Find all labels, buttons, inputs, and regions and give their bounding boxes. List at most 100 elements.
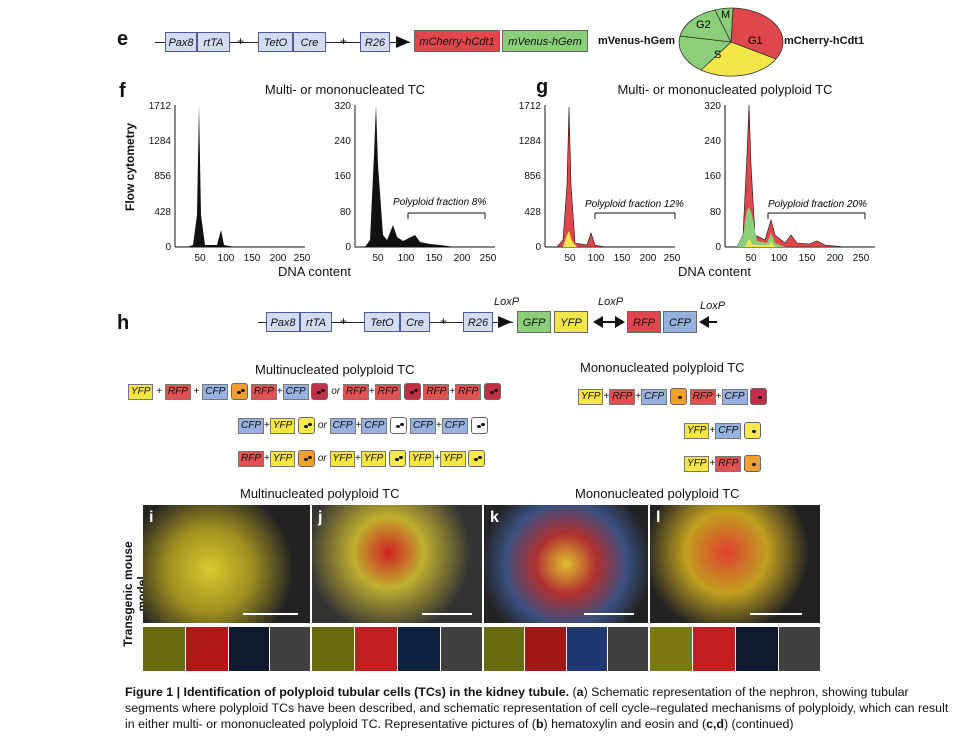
tick-label: 100 xyxy=(588,253,605,264)
tick-label: 240 xyxy=(334,136,351,147)
plus-sign: + xyxy=(340,314,348,328)
yfp-chip: YFP xyxy=(360,451,387,468)
tick-label: 0 xyxy=(715,242,721,253)
tick-label: 1712 xyxy=(149,101,172,112)
gfp-box: GFP xyxy=(517,311,551,333)
tick-label: 1284 xyxy=(149,136,172,147)
arrow-left-icon xyxy=(699,316,717,328)
tick-label: 50 xyxy=(372,253,384,264)
cell-icon xyxy=(298,417,316,434)
tick-label: 200 xyxy=(827,253,844,264)
cell-icon xyxy=(389,450,407,467)
combo-row: CFP + YFP or CFP + CFP CFP + CFP xyxy=(238,417,488,435)
rfp-chip: RFP xyxy=(250,384,277,401)
cfp-box: CFP xyxy=(663,311,697,333)
cfp-chip: CFP xyxy=(238,418,264,435)
panel-f-xlabel: DNA content xyxy=(278,264,351,279)
cell-icon xyxy=(298,450,316,467)
tick-label: 160 xyxy=(334,171,351,182)
chart-g-left: 1712 1284 856 428 0 50 100 150 200 250 P… xyxy=(519,101,684,264)
tick-label: 250 xyxy=(664,253,681,264)
panel-g-title: Multi- or mononucleated polyploid TC xyxy=(617,82,833,97)
fraction-label-f: Polyploid fraction 8% xyxy=(393,197,486,208)
cfp-chip: CFP xyxy=(441,418,468,435)
yfp-box: YFP xyxy=(554,311,588,333)
cell-icon xyxy=(390,417,408,434)
pie-g2: G2 xyxy=(696,19,711,31)
pie-m: M xyxy=(721,9,730,21)
tick-label: 428 xyxy=(524,207,541,218)
loxp-label: LoxP xyxy=(700,300,726,312)
double-arrow-icon xyxy=(593,316,625,328)
scale-bar xyxy=(750,613,802,615)
tick-label: 0 xyxy=(165,242,171,253)
panel-letter-h: h xyxy=(117,312,130,334)
loxp-label: LoxP xyxy=(494,296,520,308)
tick-label: 50 xyxy=(745,253,757,264)
cell-icon xyxy=(669,388,687,405)
yfp-chip: YFP xyxy=(329,451,355,468)
mononucleated-title: Mononucleated polyploid TC xyxy=(580,360,745,375)
tick-label: 1712 xyxy=(519,101,542,112)
cell-icon xyxy=(744,455,762,472)
channel-dapi xyxy=(779,627,820,671)
chart-f-left: 1712 1284 856 428 0 50 100 150 200 250 xyxy=(149,101,311,264)
channel-yfp xyxy=(143,627,185,671)
gene-box-teto: TetO xyxy=(258,32,293,52)
tick-label: 100 xyxy=(218,253,235,264)
rfp-chip: RFP xyxy=(374,384,401,401)
channel-rfp xyxy=(693,627,735,671)
tick-label: 80 xyxy=(710,207,722,218)
yfp-chip: YFP xyxy=(440,451,466,468)
combo-row: YFP + RFP xyxy=(684,455,762,473)
cell-icon xyxy=(468,450,486,467)
tick-label: 320 xyxy=(704,101,721,112)
rfp-chip: RFP xyxy=(423,384,450,401)
gene-box-rtta: rtTA xyxy=(300,312,332,332)
cell-icon xyxy=(311,383,329,400)
channel-rfp xyxy=(355,627,397,671)
channel-rfp xyxy=(186,627,228,671)
tick-label: 150 xyxy=(614,253,631,264)
tick-label: 50 xyxy=(564,253,576,264)
tick-label: 0 xyxy=(535,242,541,253)
channel-dapi xyxy=(608,627,648,671)
tick-label: 240 xyxy=(704,136,721,147)
tick-label: 856 xyxy=(524,171,541,182)
micrograph-i: i xyxy=(143,505,310,623)
yfp-chip: YFP xyxy=(578,389,604,406)
yfp-chip: YFP xyxy=(128,384,154,401)
tick-label: 856 xyxy=(154,171,171,182)
tick-label: 100 xyxy=(771,253,788,264)
loxp-label: LoxP xyxy=(598,296,624,308)
combo-row: YFP + RFP + CFP RFP + CFP xyxy=(578,388,768,406)
channel-dapi xyxy=(441,627,482,671)
pie-g1: G1 xyxy=(748,35,763,47)
micrograph-l: l xyxy=(650,505,820,623)
tick-label: 320 xyxy=(334,101,351,112)
gene-box-cre: Cre xyxy=(400,312,430,332)
gene-box-pax8: Pax8 xyxy=(266,312,300,332)
cell-icon xyxy=(483,383,501,400)
panel-letter-f: f xyxy=(119,80,126,102)
mvenus-box: mVenus-hGem xyxy=(502,30,588,52)
rfp-chip: RFP xyxy=(455,384,482,401)
rfp-chip: RFP xyxy=(715,456,742,473)
tick-label: 250 xyxy=(853,253,870,264)
channel-cfp xyxy=(398,627,440,671)
gene-box-r26: R26 xyxy=(360,32,390,52)
multinucleated-title: Multinucleated polyploid TC xyxy=(255,362,415,377)
tick-label: 1284 xyxy=(519,136,542,147)
tick-label: 80 xyxy=(340,207,352,218)
flow-cytometry-charts: 1712 1284 856 428 0 50 100 150 200 250 3… xyxy=(149,101,875,264)
tick-label: 250 xyxy=(480,253,497,264)
channel-yfp xyxy=(484,627,524,671)
gene-box-r26: R26 xyxy=(463,312,493,332)
scale-bar xyxy=(243,613,298,615)
cfp-chip: CFP xyxy=(329,418,356,435)
cell-icon xyxy=(750,388,768,405)
panel-letter-e: e xyxy=(117,28,129,50)
cell-cycle-pie: G1 G2 M S xyxy=(678,7,784,77)
gene-box-rttta: rtTA xyxy=(197,32,230,52)
tick-label: 100 xyxy=(398,253,415,264)
